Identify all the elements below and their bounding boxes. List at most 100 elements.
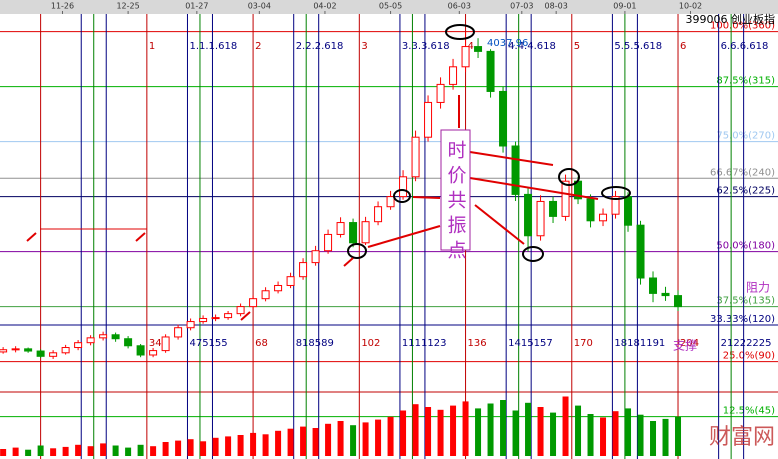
volume-bar	[625, 408, 632, 456]
candle-body	[586, 198, 595, 222]
volume-bar	[300, 426, 307, 456]
volume-bar	[250, 432, 257, 456]
volume-bar	[37, 445, 44, 456]
volume-bar	[312, 428, 319, 456]
volume-bar	[525, 402, 532, 456]
x-tick-label: 01-27	[185, 2, 208, 11]
volume-bar	[150, 446, 157, 456]
ellipse	[522, 246, 544, 262]
x-tick-label: 07-03	[510, 2, 533, 11]
candle-body	[374, 206, 383, 223]
x-tick-label: 11-26	[51, 2, 74, 11]
volume-bar	[62, 446, 69, 456]
candle-body	[199, 317, 208, 323]
candle-body	[211, 317, 220, 320]
volume-bar	[12, 447, 19, 456]
candle-body	[511, 145, 520, 195]
volume-bar	[650, 421, 657, 456]
volume-bar	[325, 423, 332, 456]
candle-body	[249, 298, 258, 308]
candle-body	[86, 337, 95, 344]
cycle-top-label: 5.5.5.618	[614, 41, 662, 52]
arrow	[474, 204, 525, 245]
candle-body	[386, 196, 395, 208]
candle-body	[24, 348, 33, 352]
cycle-top-label: 3	[361, 41, 367, 52]
cycle-bottom-label: 170	[574, 338, 593, 349]
cycle-bottom-label: 1415157	[508, 338, 553, 349]
candle-body	[236, 306, 245, 315]
volume-bar	[437, 409, 444, 456]
candle-body	[99, 334, 108, 339]
arrow	[343, 257, 354, 267]
candle-body	[486, 50, 495, 92]
volume-bar	[237, 435, 244, 456]
y-tick-label: 25.0%(90)	[723, 351, 775, 362]
candle-body	[411, 136, 420, 178]
candle-body	[474, 46, 483, 52]
volume-bar	[262, 434, 269, 456]
candle-body	[324, 233, 333, 252]
x-tick-label: 08-03	[545, 2, 568, 11]
volume-bar	[575, 405, 582, 456]
candle-body	[349, 222, 358, 244]
y-tick-label: 100.0%(360)	[710, 21, 775, 32]
volume-bar	[400, 410, 407, 456]
volume-bar	[512, 410, 519, 456]
candle-body	[424, 101, 433, 138]
candle-body	[61, 347, 70, 354]
cycle-bottom-label: 102	[361, 338, 380, 349]
candle-body	[311, 250, 320, 264]
cycle-top-label: 2.2.2.618	[296, 41, 344, 52]
volume-bar	[275, 430, 282, 456]
ellipse	[445, 24, 475, 40]
candle-body	[399, 176, 408, 198]
candle-body	[461, 46, 470, 68]
volume-bar	[475, 408, 482, 456]
volume-bar	[175, 440, 182, 456]
volume-bar	[612, 411, 619, 456]
volume-bar	[600, 417, 607, 456]
candle-body	[111, 334, 120, 340]
cycle-top-label: 6.6.6.618	[721, 41, 769, 52]
candle-body	[561, 180, 570, 217]
candle-body	[661, 292, 670, 297]
y-tick-label: 62.5%(225)	[716, 186, 775, 197]
volume-bar	[212, 437, 219, 456]
volume-bar	[87, 446, 94, 456]
x-tick-label: 03-04	[248, 2, 271, 11]
ellipse	[393, 189, 411, 203]
cycle-bottom-label: 475155	[189, 338, 227, 349]
volume-bar	[387, 416, 394, 456]
volume-bar	[50, 448, 57, 456]
volume-bar	[587, 414, 594, 456]
candle-body	[149, 350, 158, 356]
candle-body	[636, 224, 645, 279]
volume-bar	[287, 428, 294, 456]
volume-bar	[675, 416, 682, 456]
volume-bar	[637, 414, 644, 456]
cycle-bottom-label: 1111123	[402, 338, 447, 349]
candle-body	[224, 313, 233, 319]
volume-bar	[162, 442, 169, 456]
cycle-bottom-label: 204	[680, 338, 699, 349]
volume-bar	[137, 444, 144, 456]
volume-bar	[200, 441, 207, 456]
ellipse	[601, 186, 631, 200]
resonance-box	[440, 129, 471, 251]
candle-body	[336, 222, 345, 235]
volume-bar	[112, 445, 119, 456]
volume-bar	[0, 449, 7, 456]
volume-bar	[225, 436, 232, 456]
volume-bar	[562, 396, 569, 456]
support-label: 支撑	[673, 338, 697, 353]
volume-bar	[350, 425, 357, 456]
cycle-bottom-label: 136	[468, 338, 487, 349]
cycle-top-label: 6	[680, 41, 686, 52]
resistance-label: 阻力	[746, 281, 770, 295]
volume-bar	[375, 419, 382, 456]
volume-bar	[362, 422, 369, 456]
peak-label: 4037.96	[487, 38, 528, 49]
candle-body	[361, 221, 370, 244]
